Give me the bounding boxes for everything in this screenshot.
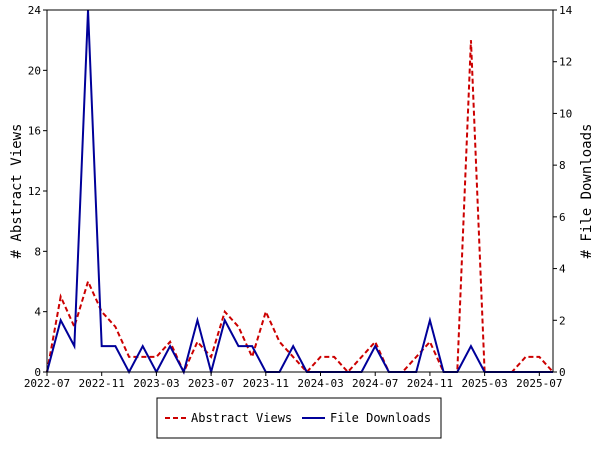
x-tick-label: 2024-07 (352, 377, 398, 390)
x-tick-label: 2025-03 (461, 377, 507, 390)
series-line-abstract-views (46, 40, 554, 375)
left-axis-ticks: 0 4 8 12 16 20 24 (28, 4, 47, 379)
left-tick-label: 20 (28, 64, 41, 77)
x-tick-label: 2024-03 (297, 377, 343, 390)
series-line-file-downloads (46, 9, 553, 376)
x-tick-label: 2024-11 (407, 377, 453, 390)
right-tick-label: 14 (559, 4, 573, 17)
right-axis-title: # File Downloads (579, 124, 595, 259)
right-tick-label: 4 (559, 263, 566, 276)
x-tick-label: 2022-07 (24, 377, 70, 390)
right-tick-label: 8 (559, 159, 566, 172)
left-tick-label: 12 (28, 185, 41, 198)
x-tick-label: 2023-11 (243, 377, 289, 390)
left-tick-label: 8 (34, 245, 41, 258)
left-tick-label: 16 (28, 125, 41, 138)
left-axis-title: # Abstract Views (9, 124, 25, 259)
left-tick-label: 4 (34, 306, 41, 319)
x-axis-ticks: 2022-07 2022-11 2023-03 2023-07 2023-11 2024-… (24, 372, 563, 390)
x-tick-label: 2023-03 (133, 377, 179, 390)
right-tick-label: 12 (559, 56, 572, 69)
x-tick-label: 2022-11 (79, 377, 125, 390)
plot-lines (46, 9, 554, 376)
legend-label-file-downloads: File Downloads (330, 411, 431, 425)
legend: Abstract Views File Downloads (156, 397, 442, 439)
legend-label-abstract-views: Abstract Views (191, 411, 292, 425)
legend-box (156, 397, 442, 439)
right-tick-label: 2 (559, 314, 566, 327)
right-tick-label: 10 (559, 107, 572, 120)
x-tick-label: 2023-07 (188, 377, 234, 390)
x-tick-label: 2025-07 (516, 377, 562, 390)
left-tick-label: 0 (34, 366, 41, 379)
left-tick-label: 24 (28, 4, 42, 17)
right-tick-label: 6 (559, 211, 566, 224)
right-tick-label: 0 (559, 366, 566, 379)
right-axis-ticks: 0 2 4 6 8 10 12 14 (553, 4, 573, 379)
